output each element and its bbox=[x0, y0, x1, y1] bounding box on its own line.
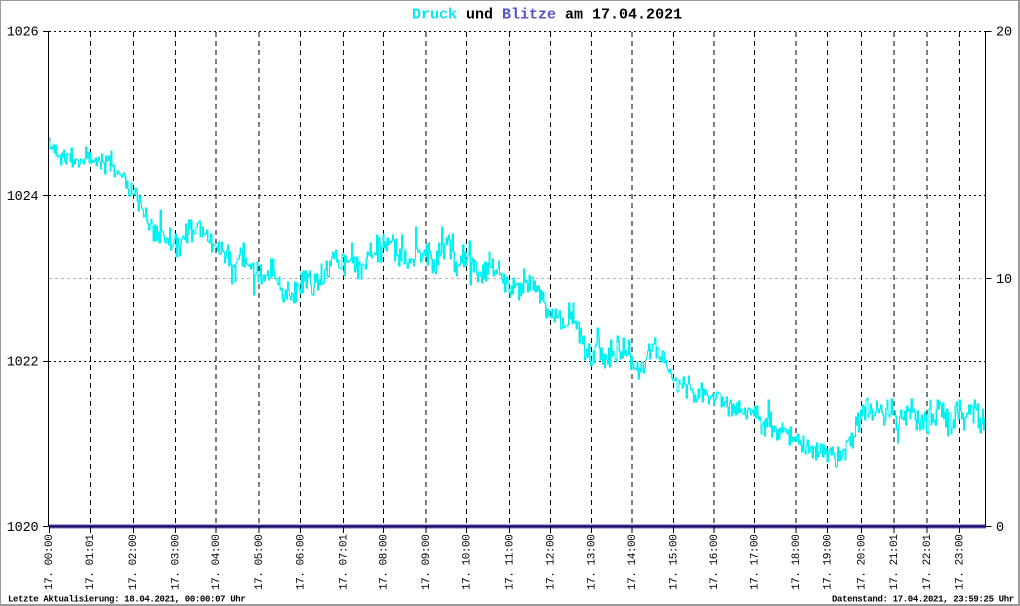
svg-text:17. 05:00: 17. 05:00 bbox=[254, 535, 266, 590]
svg-text:17. 03:00: 17. 03:00 bbox=[170, 535, 182, 590]
svg-text:17. 06:00: 17. 06:00 bbox=[295, 535, 307, 590]
svg-text:17. 09:00: 17. 09:00 bbox=[421, 535, 433, 590]
svg-text:17. 07:01: 17. 07:01 bbox=[338, 534, 350, 590]
svg-text:17. 21:01: 17. 21:01 bbox=[889, 534, 901, 590]
svg-text:Druck und Blitze am 17.04.2021: Druck und Blitze am 17.04.2021 bbox=[412, 7, 682, 24]
svg-text:17. 00:00: 17. 00:00 bbox=[44, 535, 56, 590]
svg-text:17. 01:01: 17. 01:01 bbox=[85, 534, 97, 590]
svg-text:1024: 1024 bbox=[7, 190, 39, 205]
svg-text:17. 23:00: 17. 23:00 bbox=[954, 535, 966, 590]
svg-text:17. 19:00: 17. 19:00 bbox=[823, 535, 835, 590]
svg-text:10: 10 bbox=[996, 273, 1012, 288]
svg-text:17. 04:00: 17. 04:00 bbox=[211, 535, 223, 590]
svg-text:17. 18:00: 17. 18:00 bbox=[791, 535, 803, 590]
svg-text:17. 14:00: 17. 14:00 bbox=[627, 535, 639, 590]
svg-text:17. 15:00: 17. 15:00 bbox=[668, 535, 680, 590]
svg-text:Datenstand: 17.04.2021, 23:59:: Datenstand: 17.04.2021, 23:59:25 Uhr bbox=[832, 595, 1014, 605]
svg-text:17. 02:00: 17. 02:00 bbox=[128, 535, 140, 590]
svg-text:17. 12:00: 17. 12:00 bbox=[546, 535, 558, 590]
svg-text:1022: 1022 bbox=[7, 356, 39, 371]
svg-text:17. 13:00: 17. 13:00 bbox=[586, 535, 598, 590]
svg-text:17. 17:00: 17. 17:00 bbox=[750, 535, 762, 590]
svg-text:17. 10:00: 17. 10:00 bbox=[462, 535, 474, 590]
svg-text:0: 0 bbox=[996, 521, 1004, 536]
svg-text:1026: 1026 bbox=[7, 26, 39, 41]
svg-text:17. 16:00: 17. 16:00 bbox=[709, 535, 721, 590]
svg-text:17. 22:01: 17. 22:01 bbox=[922, 534, 934, 590]
svg-text:17. 20:00: 17. 20:00 bbox=[856, 535, 868, 590]
svg-text:20: 20 bbox=[996, 26, 1012, 41]
svg-text:17. 08:00: 17. 08:00 bbox=[379, 535, 391, 590]
svg-text:Letzte Aktualisierung: 18.04.2: Letzte Aktualisierung: 18.04.2021, 00:00… bbox=[8, 595, 245, 605]
svg-text:17. 11:00: 17. 11:00 bbox=[505, 535, 517, 590]
svg-text:1020: 1020 bbox=[7, 521, 39, 536]
